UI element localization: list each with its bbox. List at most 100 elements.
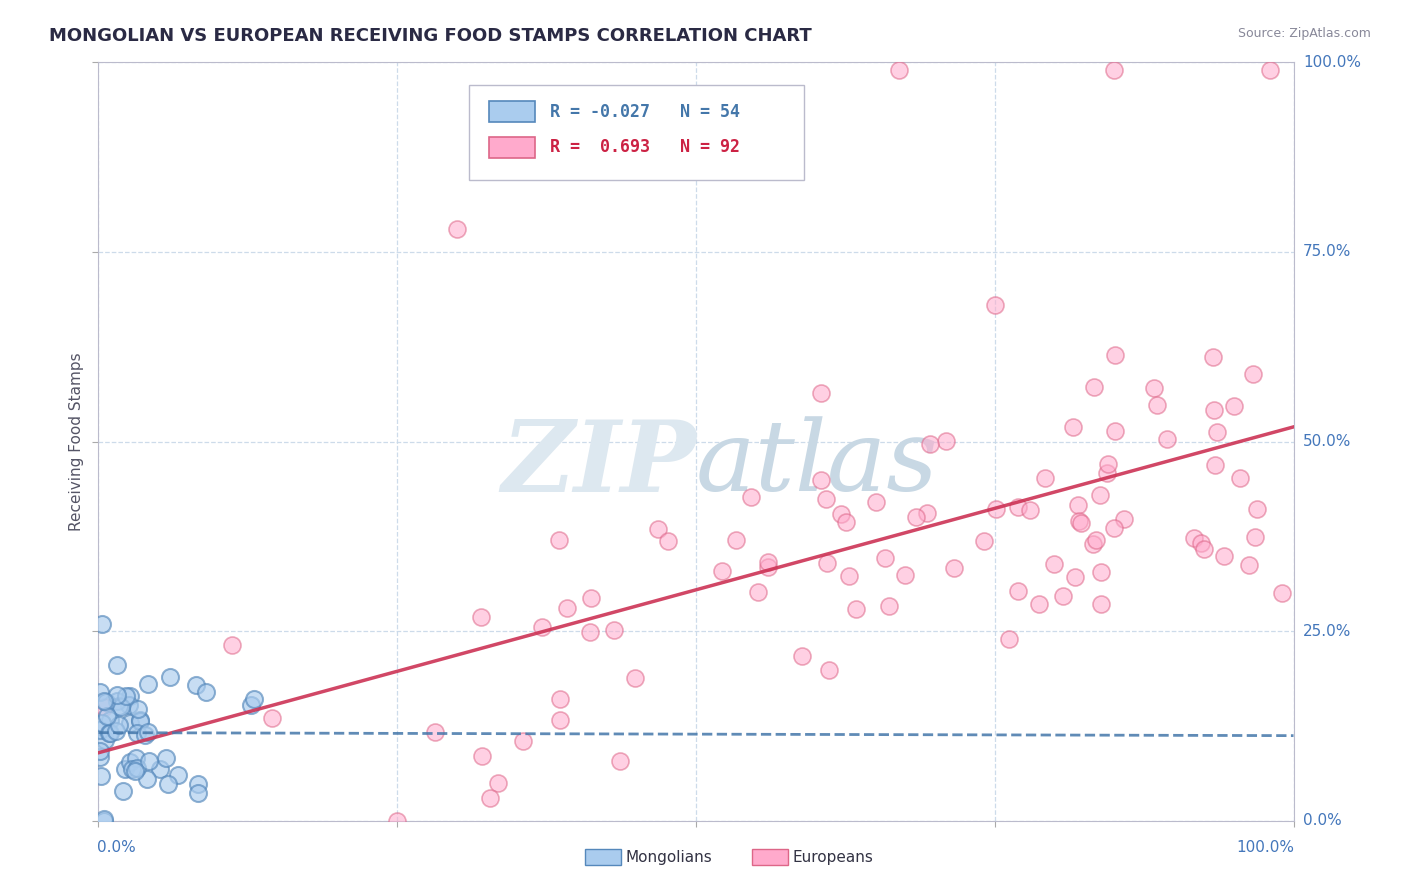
Point: [486, 776, 509, 790]
Point: [1244, 530, 1267, 544]
FancyBboxPatch shape: [585, 849, 620, 864]
Point: [1064, 570, 1087, 584]
Point: [834, 515, 856, 529]
Point: [1007, 584, 1029, 599]
Point: [747, 584, 769, 599]
Point: [1067, 498, 1090, 512]
Point: [984, 501, 1007, 516]
Point: [1104, 348, 1126, 362]
Point: [184, 678, 207, 692]
Point: [1146, 398, 1168, 412]
Point: [817, 663, 839, 677]
Text: Mongolians: Mongolians: [626, 849, 713, 864]
Text: 100.0%: 100.0%: [1303, 55, 1361, 70]
Point: [159, 669, 181, 683]
Point: [1194, 541, 1216, 556]
Point: [127, 761, 149, 775]
Point: [149, 762, 172, 776]
Point: [98, 713, 121, 727]
Point: [104, 723, 127, 738]
Point: [1052, 589, 1074, 603]
Point: [89, 744, 111, 758]
Point: [915, 507, 938, 521]
Point: [93, 812, 115, 826]
Point: [124, 764, 146, 778]
Point: [120, 715, 142, 730]
Point: [98, 726, 121, 740]
Point: [105, 694, 128, 708]
Point: [105, 688, 128, 702]
Point: [1112, 511, 1135, 525]
Point: [187, 777, 209, 791]
Point: [1258, 62, 1281, 77]
Point: [127, 701, 149, 715]
Point: [108, 717, 131, 731]
Point: [112, 783, 135, 797]
Point: [1102, 521, 1125, 535]
Point: [136, 677, 159, 691]
Point: [105, 657, 128, 672]
Point: [865, 495, 887, 509]
Point: [1095, 466, 1118, 480]
Point: [1028, 598, 1050, 612]
Point: [905, 510, 928, 524]
Point: [873, 551, 896, 566]
Point: [547, 533, 569, 547]
Point: [984, 298, 1007, 312]
Point: [918, 437, 941, 451]
FancyBboxPatch shape: [752, 849, 787, 864]
Point: [138, 754, 160, 768]
Point: [107, 698, 129, 713]
Point: [997, 632, 1019, 647]
Text: R =  0.693   N = 92: R = 0.693 N = 92: [550, 138, 740, 156]
Point: [96, 709, 118, 723]
Point: [1090, 597, 1112, 611]
Point: [93, 699, 115, 714]
Point: [134, 728, 156, 742]
Point: [187, 787, 209, 801]
Point: [815, 491, 838, 506]
Point: [125, 751, 148, 765]
Point: [1090, 565, 1112, 579]
Point: [1043, 557, 1066, 571]
Point: [1083, 380, 1105, 394]
Point: [240, 698, 263, 713]
Point: [602, 623, 624, 637]
Point: [121, 762, 143, 776]
Point: [548, 713, 571, 727]
Point: [830, 507, 852, 521]
Point: [935, 434, 957, 449]
Point: [1067, 514, 1090, 528]
Point: [166, 767, 188, 781]
Point: [423, 724, 446, 739]
Point: [756, 555, 779, 569]
Point: [1033, 471, 1056, 485]
Point: [90, 716, 112, 731]
Point: [135, 772, 157, 787]
Point: [792, 648, 814, 663]
Point: [446, 222, 468, 236]
Point: [1189, 536, 1212, 550]
Point: [512, 734, 534, 748]
FancyBboxPatch shape: [489, 136, 534, 158]
Point: [470, 610, 492, 624]
Point: [548, 692, 571, 706]
Point: [114, 763, 136, 777]
Point: [1070, 516, 1092, 530]
Point: [1085, 533, 1108, 548]
Point: [93, 814, 115, 828]
Point: [478, 791, 501, 805]
Point: [195, 685, 218, 699]
Point: [810, 473, 832, 487]
Point: [1081, 536, 1104, 550]
Point: [1019, 503, 1042, 517]
Point: [711, 564, 734, 578]
Text: 0.0%: 0.0%: [97, 839, 136, 855]
Point: [1202, 350, 1225, 364]
Point: [118, 698, 141, 712]
FancyBboxPatch shape: [489, 101, 534, 122]
Point: [1007, 500, 1029, 514]
Point: [89, 749, 111, 764]
Point: [810, 385, 832, 400]
Point: [262, 711, 284, 725]
